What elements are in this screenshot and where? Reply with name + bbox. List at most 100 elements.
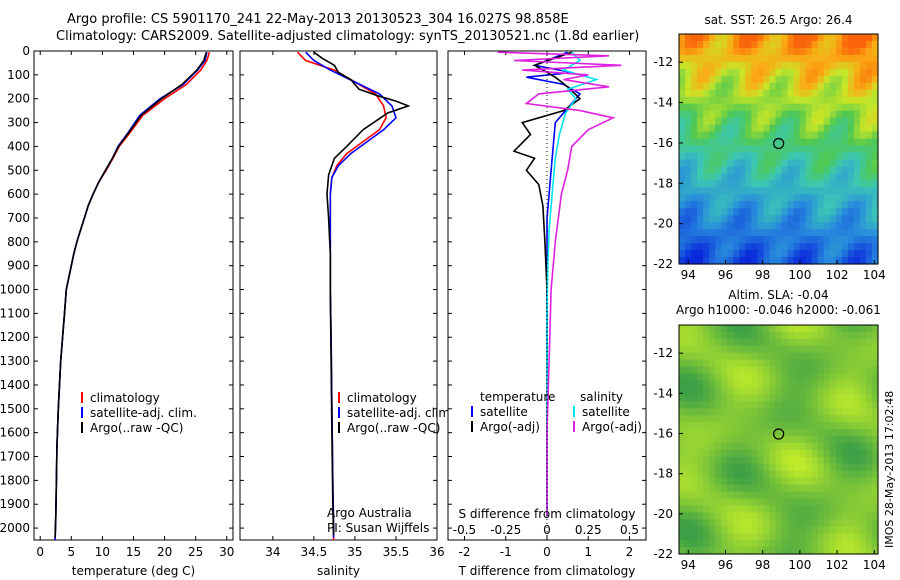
map-cell — [703, 250, 710, 258]
map-cell — [799, 236, 807, 244]
map-cell — [763, 47, 771, 56]
map-cell — [733, 40, 740, 49]
map-cell — [757, 180, 765, 188]
map-cell — [817, 47, 825, 56]
map-cell — [829, 61, 837, 70]
map-cell — [853, 533, 861, 541]
map-cell — [823, 463, 831, 472]
map-cell — [829, 540, 837, 548]
map-cell — [715, 166, 722, 174]
map-cell — [799, 422, 807, 430]
map-cell — [775, 159, 783, 168]
map-cell — [733, 117, 740, 126]
map-cell — [733, 215, 740, 223]
y-tick-label: -22 — [653, 547, 673, 561]
map-cell — [709, 180, 716, 188]
map-cell — [751, 352, 758, 361]
x-tick-label: -2 — [459, 545, 471, 559]
map-cell — [727, 422, 734, 430]
map-cell — [703, 152, 710, 161]
map-cell — [685, 61, 692, 70]
map-cell — [691, 387, 698, 395]
map-cell — [691, 208, 698, 216]
map-cell — [757, 257, 765, 265]
map-cell — [859, 173, 867, 181]
map-cell — [781, 484, 789, 493]
map-cell — [823, 387, 831, 395]
map-cell — [757, 436, 765, 444]
map-cell — [799, 484, 807, 493]
map-cell — [793, 194, 801, 202]
map-cell — [781, 54, 789, 63]
map-cell — [865, 484, 873, 493]
map-cell — [751, 54, 758, 63]
map-cell — [805, 456, 813, 465]
map-cell — [799, 173, 807, 181]
map-cell — [859, 359, 867, 368]
map-cell — [847, 519, 855, 527]
map-cell — [703, 47, 710, 56]
map-cell — [679, 366, 686, 375]
map-cell — [697, 145, 704, 154]
map-cell — [859, 250, 867, 258]
map-cell — [745, 359, 752, 368]
map-cell — [847, 194, 855, 202]
map-cell — [829, 243, 837, 251]
map-cell — [805, 491, 813, 500]
map-cell — [817, 68, 825, 77]
map-cell — [685, 463, 692, 472]
map-cell — [841, 243, 849, 251]
map-cell — [793, 61, 801, 70]
map-cell — [733, 436, 740, 444]
map-cell — [841, 194, 849, 202]
map-cell — [709, 194, 716, 202]
map-cell — [721, 456, 728, 465]
map-cell — [775, 505, 783, 513]
map-cell — [685, 442, 692, 451]
map-cell — [715, 449, 722, 458]
map-cell — [835, 124, 843, 133]
map-cell — [859, 82, 867, 91]
map-cell — [805, 533, 813, 541]
map-cell — [835, 380, 843, 389]
map-cell — [715, 325, 722, 333]
map-cell — [841, 359, 849, 368]
legend-label: climatology — [347, 391, 417, 405]
map-cell — [847, 547, 855, 555]
map-cell — [859, 415, 867, 423]
map-cell — [817, 491, 825, 500]
map-cell — [691, 380, 698, 389]
map-cell — [757, 117, 765, 126]
map-cell — [697, 442, 704, 451]
map-cell — [763, 463, 771, 472]
map-cell — [847, 366, 855, 375]
map-cell — [745, 429, 752, 437]
map-cell — [811, 54, 819, 63]
map-cell — [853, 194, 861, 202]
map-cell — [805, 477, 813, 486]
map-cell — [853, 387, 861, 395]
map-cell — [787, 117, 795, 126]
map-cell — [787, 484, 795, 493]
map-cell — [859, 380, 867, 389]
map-cell — [775, 526, 783, 534]
map-cell — [829, 257, 837, 265]
map-cell — [835, 491, 843, 500]
map-cell — [805, 89, 813, 98]
map-cell — [781, 429, 789, 437]
map-cell — [727, 387, 734, 395]
map-cell — [679, 373, 686, 382]
map-cell — [805, 484, 813, 493]
map-cell — [823, 484, 831, 493]
map-cell — [823, 345, 831, 354]
map-cell — [811, 505, 819, 513]
map-cell — [715, 352, 722, 361]
map-cell — [757, 173, 765, 181]
map-cell — [691, 352, 698, 361]
map-cell — [775, 387, 783, 395]
map-cell — [859, 540, 867, 548]
map-cell — [739, 477, 746, 486]
map-cell — [685, 110, 692, 119]
map-cell — [817, 124, 825, 133]
map-cell — [805, 325, 813, 333]
